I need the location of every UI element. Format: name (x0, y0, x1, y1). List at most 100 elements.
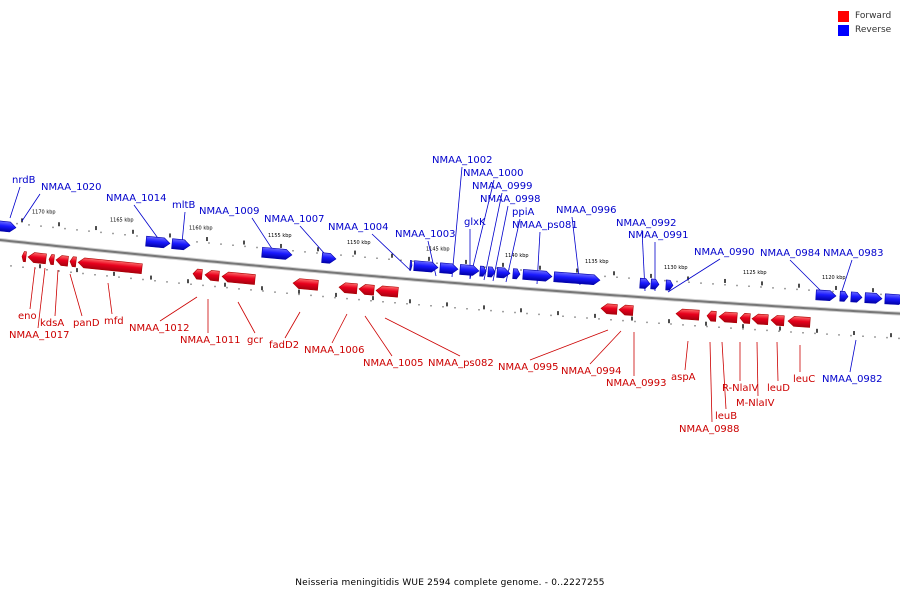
reverse-gene-arrow[interactable] (487, 266, 496, 278)
forward-gene-label: NMAA_0995 (498, 362, 559, 373)
forward-gene-label: aspA (671, 372, 696, 383)
forward-gene-arrow[interactable] (27, 252, 47, 265)
reverse-gene-arrow[interactable] (850, 291, 863, 303)
reverse-gene-arrow[interactable] (864, 292, 883, 304)
reverse-gene-arrow[interactable] (639, 277, 651, 289)
leader-line (667, 258, 721, 293)
reverse-gene-arrow[interactable] (171, 238, 191, 251)
reverse-gene-arrow[interactable] (479, 265, 487, 277)
reverse-gene-arrow[interactable] (522, 269, 553, 282)
reverse-gene-arrow[interactable] (409, 260, 413, 271)
forward-gene-arrow[interactable] (192, 268, 203, 280)
forward-gene-label: NMAA_1011 (180, 335, 241, 346)
reverse-gene-label: NMAA_0984 (760, 248, 821, 259)
forward-gene-arrow[interactable] (787, 316, 811, 328)
forward-gene-arrow[interactable] (292, 278, 319, 291)
forward-gene-arrow[interactable] (739, 312, 751, 324)
scale-tick-label: 1155 kbp (268, 233, 292, 239)
forward-gene-label: leuD (767, 383, 790, 394)
forward-gene-label: M-NlaIV (736, 398, 775, 409)
forward-gene-label: panD (73, 318, 100, 329)
reverse-gene-arrow[interactable] (815, 289, 837, 301)
forward-gene-label: leuB (715, 411, 737, 422)
scale-tick-label: 1120 kbp (822, 275, 846, 281)
forward-gene-label: NMAA_1012 (129, 323, 190, 334)
forward-gene-label: NMAA_0988 (679, 424, 740, 435)
reverse-gene-label: NMAA_0996 (556, 205, 617, 216)
reverse-gene-arrow[interactable] (261, 246, 293, 260)
reverse-gene-label: NMAA_0992 (616, 218, 677, 229)
leader-line (364, 315, 393, 357)
forward-gene-label: NMAA_0994 (561, 366, 622, 377)
reverse-gene-label: nrdB (12, 175, 36, 186)
leader-line (37, 267, 46, 329)
leader-line (331, 313, 348, 344)
legend-label-forward: Forward (855, 11, 892, 21)
legend-item-forward: Forward (838, 9, 891, 23)
reverse-gene-arrow[interactable] (439, 262, 459, 275)
leader-line (756, 341, 759, 397)
leader-line (181, 211, 186, 244)
reverse-gene-arrow[interactable] (145, 235, 171, 249)
leader-line (684, 340, 689, 371)
forward-gene-arrow[interactable] (55, 255, 69, 267)
forward-gene-arrow[interactable] (204, 270, 220, 282)
forward-gene-arrow[interactable] (675, 308, 700, 321)
forward-gene-arrow[interactable] (718, 311, 738, 324)
leader-line (483, 192, 503, 281)
reverse-gene-label: NMAA_0990 (694, 247, 755, 258)
forward-gene-arrow[interactable] (770, 315, 785, 327)
leader-line (709, 341, 713, 423)
legend: Forward Reverse (838, 9, 891, 37)
forward-gene-arrow[interactable] (77, 257, 143, 275)
reverse-gene-label: ppiA (512, 207, 534, 218)
reverse-gene-arrow[interactable] (884, 293, 900, 305)
leader-line (451, 166, 463, 278)
forward-gene-label: NMAA_ps082 (428, 358, 494, 369)
forward-gene-label: fadD2 (269, 340, 299, 351)
reverse-gene-arrow[interactable] (665, 279, 674, 291)
reverse-gene-arrow[interactable] (413, 260, 439, 273)
reverse-gene-label: NMAA_0998 (480, 194, 541, 205)
forward-gene-arrow[interactable] (751, 313, 769, 326)
leader-line (237, 301, 256, 334)
reverse-gene-arrow[interactable] (512, 268, 521, 280)
reverse-gene-arrow[interactable] (650, 278, 660, 290)
forward-gene-arrow[interactable] (618, 304, 634, 316)
reverse-swatch (838, 24, 849, 36)
leader-line (21, 193, 41, 222)
forward-gene-arrow[interactable] (69, 256, 77, 268)
leader-line (69, 273, 83, 317)
legend-item-reverse: Reverse (838, 23, 891, 37)
reverse-gene-arrow[interactable] (839, 290, 849, 302)
forward-gene-arrow[interactable] (600, 303, 618, 315)
forward-gene-arrow[interactable] (338, 282, 358, 295)
scale-tick-label: 1145 kbp (426, 247, 450, 253)
forward-gene-label: NMAA_1005 (363, 358, 424, 369)
reverse-gene-arrow[interactable] (459, 264, 480, 276)
forward-gene-arrow[interactable] (706, 310, 717, 322)
reverse-gene-label: NMAA_0982 (822, 374, 883, 385)
leader-line (469, 179, 495, 280)
forward-gene-arrow[interactable] (21, 251, 27, 263)
forward-gene-label: gcr (247, 335, 264, 346)
reverse-gene-arrow[interactable] (553, 271, 601, 286)
forward-gene-arrow[interactable] (221, 271, 256, 285)
reverse-gene-label: NMAA_1014 (106, 193, 167, 204)
leader-line (849, 339, 857, 373)
forward-gene-label: NMAA_1006 (304, 345, 365, 356)
leader-line (29, 266, 36, 310)
reverse-gene-arrow[interactable] (0, 220, 17, 233)
reverse-gene-label: NMAA_ps081 (512, 220, 578, 231)
reverse-gene-label: NMAA_1003 (395, 229, 456, 240)
reverse-gene-arrow[interactable] (496, 267, 511, 279)
backbone-line (0, 238, 900, 315)
scale-tick-label: 1170 kbp (32, 209, 56, 215)
forward-gene-arrow[interactable] (375, 285, 399, 298)
forward-swatch (838, 10, 849, 22)
reverse-gene-arrow[interactable] (321, 252, 337, 264)
leader-line (371, 233, 411, 271)
forward-gene-arrow[interactable] (358, 284, 375, 296)
leader-line (589, 330, 622, 365)
forward-gene-arrow[interactable] (48, 254, 55, 266)
